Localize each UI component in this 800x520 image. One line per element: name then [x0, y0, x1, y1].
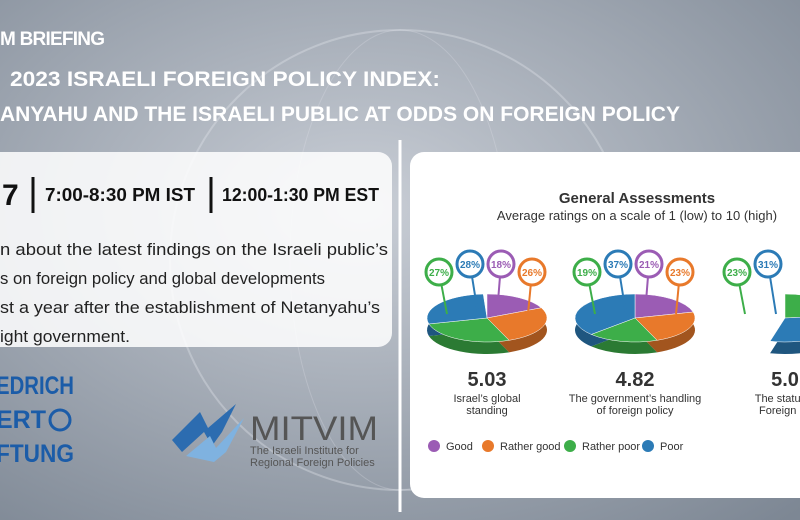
pin-head [665, 257, 695, 287]
caption: of foreign policy [596, 405, 674, 417]
legend-label: Rather good [500, 441, 561, 453]
value-label: 19% [577, 268, 597, 279]
logo-tagline: Regional Foreign Policies [250, 457, 375, 469]
pie-slice [486, 293, 542, 319]
infographic-title: General Assessments [559, 190, 715, 207]
value-label: 26% [522, 268, 542, 279]
pin-head [753, 249, 783, 279]
logo-mark [186, 418, 244, 462]
legend-label: Rather poor [582, 441, 640, 453]
value-label: 18% [491, 260, 511, 271]
caption: Israel’s global [453, 393, 520, 405]
pie-slice [574, 293, 636, 335]
pin-head [517, 257, 547, 287]
info-panel [0, 152, 392, 347]
pin-head [572, 257, 602, 287]
legend-swatch [564, 440, 576, 452]
score: 4.82 [616, 369, 655, 391]
logo-mark [172, 404, 236, 452]
pie-slice [590, 317, 658, 343]
pie-slice [769, 316, 800, 343]
caption: The government’s handling [569, 393, 702, 405]
fes-logo: EDRICH ERT FTUNG [0, 372, 74, 468]
logo-text: EDRICH [0, 372, 74, 400]
pie-slice [784, 293, 800, 319]
value-label: 28% [460, 260, 480, 271]
score: 5.03 [468, 369, 507, 391]
value-label: 37% [608, 260, 628, 271]
legend-swatch [642, 440, 654, 452]
logo-text: ERT [0, 406, 46, 434]
logo-tagline: The Israeli Institute for [250, 445, 359, 457]
value-label: 31% [758, 260, 778, 271]
value-label: 27% [429, 268, 449, 279]
caption: Foreign Mi [759, 405, 800, 417]
legend-swatch [482, 440, 494, 452]
description-line: n about the latest findings on the Israe… [0, 240, 388, 259]
infographic-subtitle: Average ratings on a scale of 1 (low) to… [497, 208, 777, 223]
legend-swatch [428, 440, 440, 452]
kicker: M BRIEFING [0, 29, 105, 50]
pie-slice [428, 317, 510, 343]
value-label: 21% [639, 260, 659, 271]
value-label: 23% [727, 268, 747, 279]
pin-head [455, 249, 485, 279]
description: n about the latest findings on the Israe… [0, 240, 388, 346]
legend: Good Rather good Rather poor Poor [428, 440, 684, 453]
pin-head [486, 249, 516, 279]
logo-emblem [48, 408, 72, 432]
description-line: st a year after the establishment of Net… [0, 298, 380, 317]
pie-slice [486, 307, 548, 341]
description-line: ight government. [0, 327, 130, 346]
legend-label: Poor [660, 441, 684, 453]
logo-text: FTUNG [0, 440, 74, 468]
value-label: 23% [670, 268, 690, 279]
mitvim-logo: MITVIM The Israeli Institute for Regiona… [172, 404, 378, 469]
description-line: s on foreign policy and global developme… [0, 269, 325, 288]
pie-slice [634, 293, 694, 319]
pin-head [634, 249, 664, 279]
event-date: 7 [2, 179, 19, 212]
title: ANYAHU AND THE ISRAELI PUBLIC AT ODDS ON… [0, 103, 680, 126]
score: 5.0 [771, 369, 799, 391]
caption: standing [466, 405, 508, 417]
pin-head [424, 257, 454, 287]
title: 2023 ISRAELI FOREIGN POLICY INDEX: [10, 68, 440, 91]
caption: The status o [755, 393, 800, 405]
pin-head [722, 257, 752, 287]
event-time: 12:00-1:30 PM EST [222, 185, 379, 205]
event-time: 7:00-8:30 PM IST [45, 185, 195, 205]
legend-label: Good [446, 441, 473, 453]
pie-slice [634, 311, 696, 341]
logo-name: MITVIM [250, 410, 378, 448]
pin-head [603, 249, 633, 279]
